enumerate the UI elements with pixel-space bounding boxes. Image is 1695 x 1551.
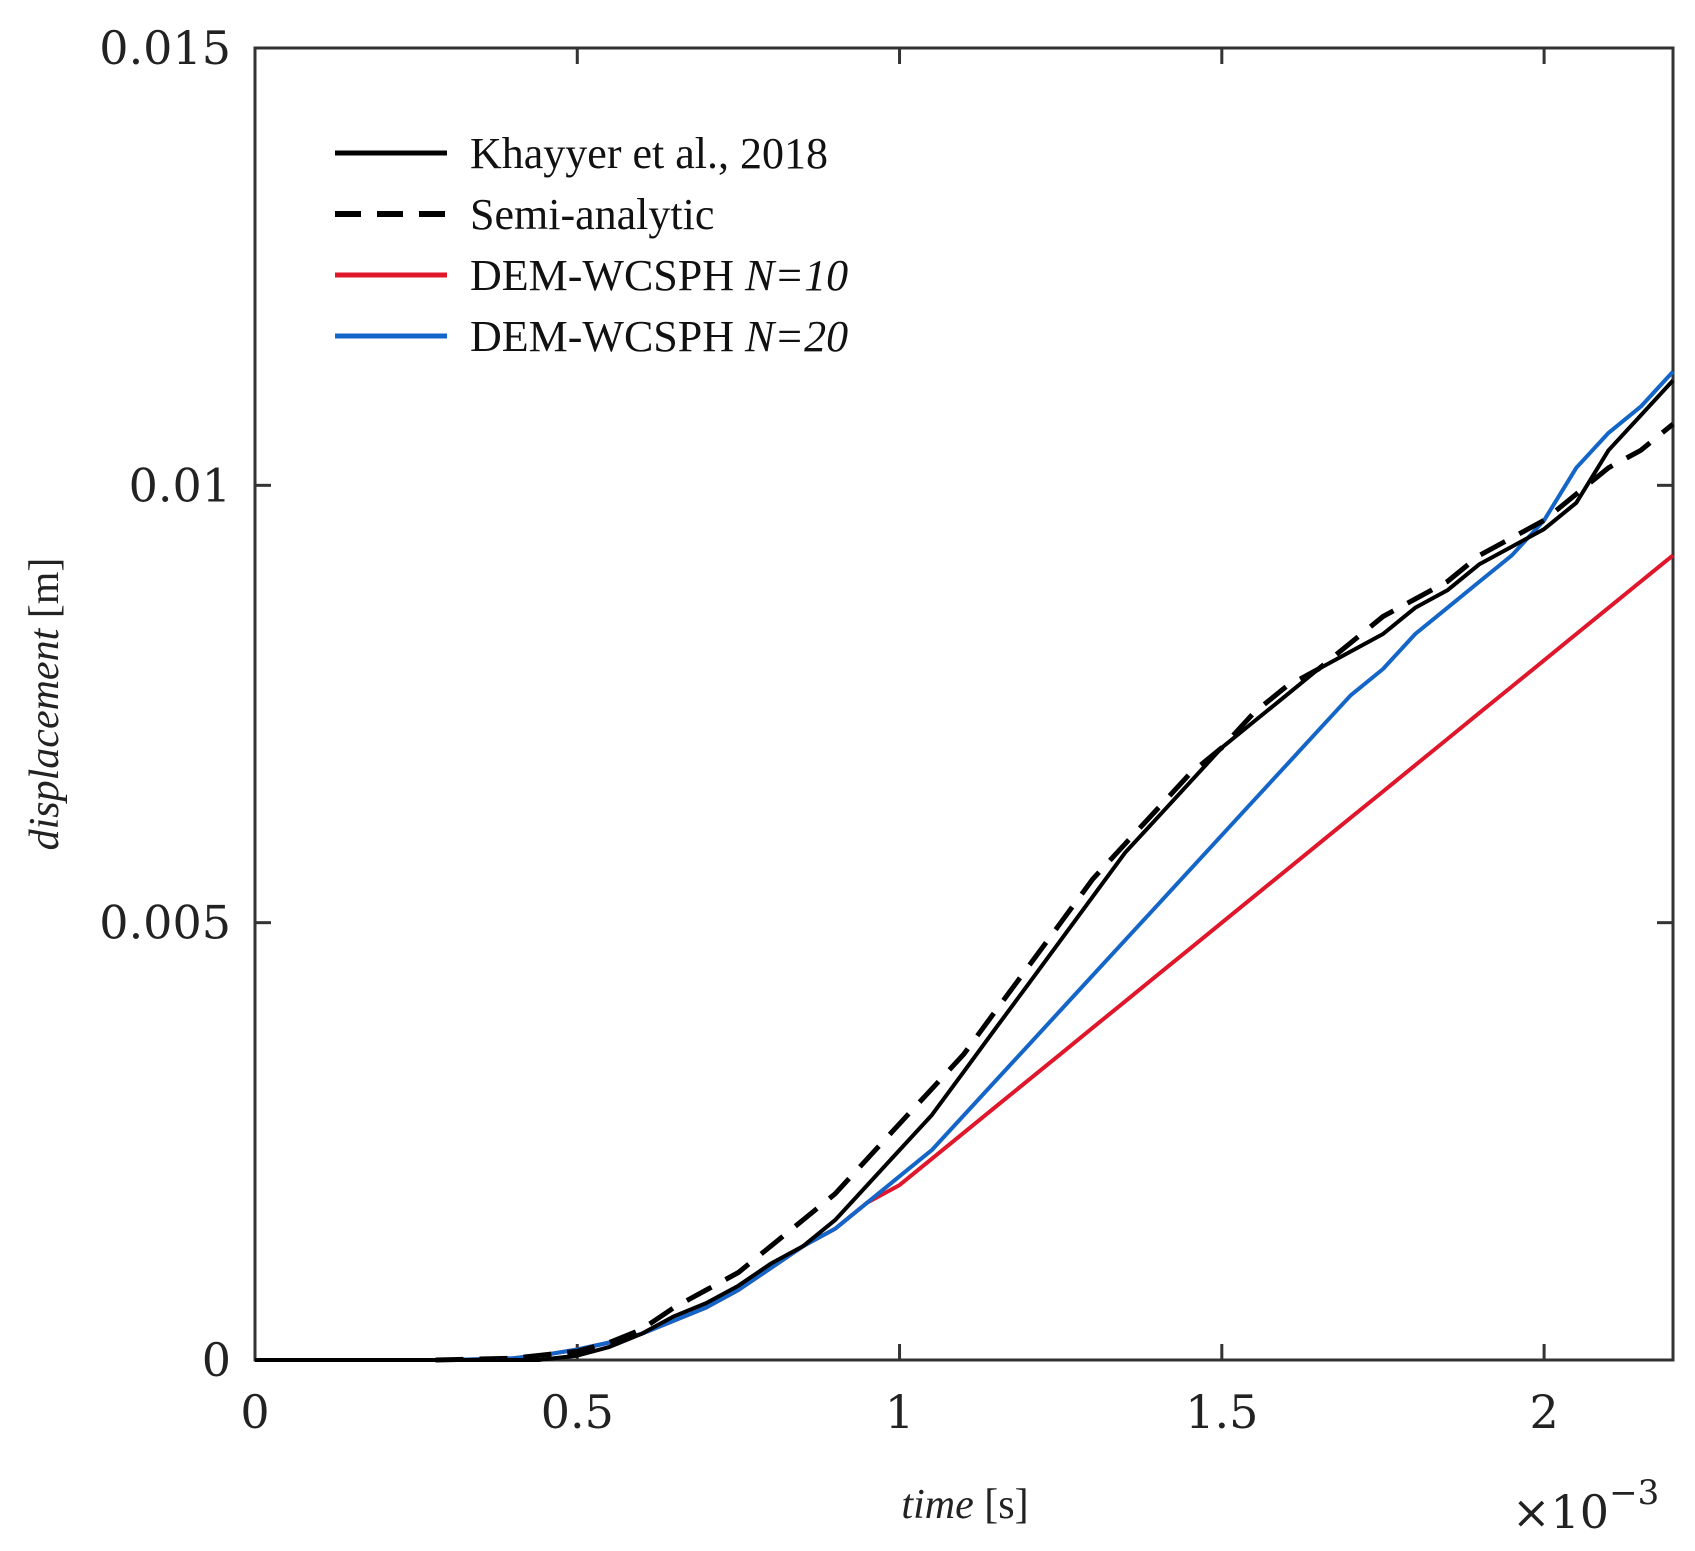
legend-label-param: N=20 — [744, 312, 848, 361]
legend-label-main: DEM-WCSPH — [470, 251, 745, 300]
series-line-khayyer-et-al-2018 — [255, 379, 1675, 1362]
legend-label: DEM-WCSPH N=10 — [470, 251, 848, 300]
x-axis-exponent-power: −3 — [1609, 1473, 1659, 1513]
legend-label: DEM-WCSPH N=20 — [470, 312, 848, 361]
y-tick-label: 0 — [202, 1333, 231, 1387]
x-tick-label: 0.5 — [541, 1385, 614, 1439]
y-tick-label: 0.005 — [99, 896, 231, 950]
y-tick-label: 0.015 — [99, 21, 231, 75]
x-axis-exponent-base: ×10 — [1512, 1485, 1609, 1539]
legend-label-main: Semi-analytic — [470, 190, 714, 239]
y-axis-label-unit: [m] — [22, 558, 68, 629]
x-axis-label-variable: time — [901, 1482, 973, 1528]
y-axis-label: displacement [m] — [22, 558, 68, 851]
series-line-semi-analytic — [435, 422, 1675, 1363]
x-axis-exponent: ×10−3 — [1512, 1473, 1659, 1539]
x-tick-label: 0 — [240, 1385, 269, 1439]
legend-label: Semi-analytic — [470, 190, 714, 239]
x-axis-label: time [s] — [901, 1482, 1028, 1528]
plot-frame — [253, 46, 1675, 1362]
series-layer — [255, 370, 1675, 1363]
y-tick-label: 0.01 — [129, 458, 231, 512]
y-axis-ticks: 0 0.005 0.01 0.015 — [99, 21, 1673, 1387]
x-axis-label-unit: [s] — [974, 1482, 1029, 1528]
x-tick-label: 1.5 — [1185, 1385, 1258, 1439]
legend-label-main: DEM-WCSPH — [470, 312, 745, 361]
legend-label: Khayyer et al., 2018 — [470, 129, 828, 178]
x-tick-label: 2 — [1529, 1385, 1558, 1439]
y-axis-label-variable: displacement — [22, 627, 68, 850]
legend: Khayyer et al., 2018 Semi-analytic DEM-WCS… — [335, 129, 848, 361]
legend-label-param: N=10 — [744, 251, 848, 300]
legend-label-main: Khayyer et al., 2018 — [470, 129, 828, 178]
x-tick-label: 1 — [885, 1385, 914, 1439]
x-axis-ticks: 0 0.5 1 1.5 2 — [240, 48, 1559, 1439]
